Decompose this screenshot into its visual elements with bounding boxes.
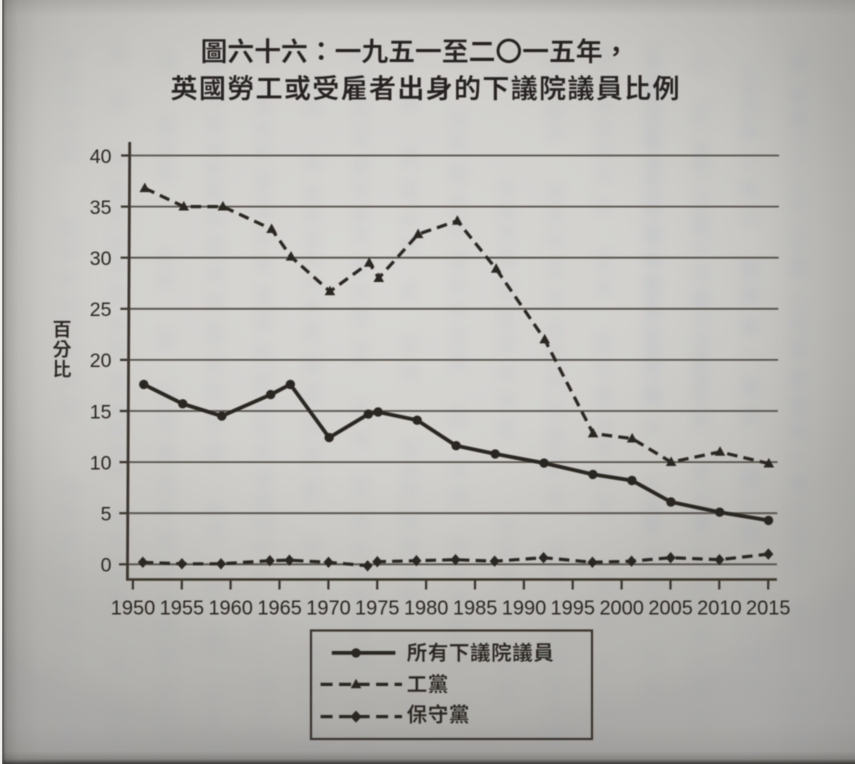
svg-text:1960: 1960 xyxy=(208,598,253,620)
svg-text:40: 40 xyxy=(90,146,112,168)
svg-text:2010: 2010 xyxy=(697,598,742,620)
svg-text:1995: 1995 xyxy=(551,598,596,620)
svg-text:1955: 1955 xyxy=(160,598,205,620)
svg-text:25: 25 xyxy=(90,299,112,321)
svg-text:2000: 2000 xyxy=(599,598,644,620)
svg-text:1980: 1980 xyxy=(404,598,449,620)
svg-text:1965: 1965 xyxy=(257,598,302,620)
svg-text:5: 5 xyxy=(101,504,112,526)
svg-text:15: 15 xyxy=(90,401,112,423)
svg-text:2005: 2005 xyxy=(648,598,693,620)
svg-text:30: 30 xyxy=(90,248,112,270)
svg-text:10: 10 xyxy=(90,452,112,474)
svg-text:1990: 1990 xyxy=(502,598,547,620)
svg-text:1950: 1950 xyxy=(111,598,156,620)
svg-text:1970: 1970 xyxy=(306,598,351,620)
svg-text:2015: 2015 xyxy=(746,598,791,620)
svg-text:20: 20 xyxy=(90,350,112,372)
svg-text:0: 0 xyxy=(101,555,112,577)
svg-text:35: 35 xyxy=(90,197,112,219)
svg-text:1975: 1975 xyxy=(355,598,400,620)
svg-text:1985: 1985 xyxy=(453,598,498,620)
